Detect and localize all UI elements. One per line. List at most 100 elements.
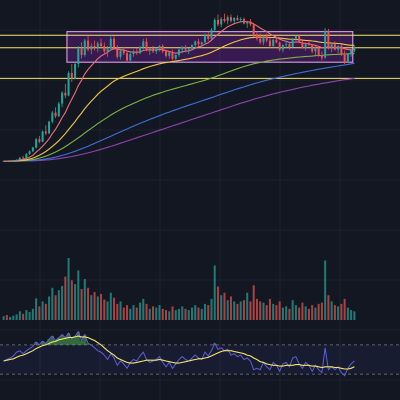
candle-body: [226, 17, 229, 21]
volume-bar: [103, 299, 106, 320]
volume-bar: [184, 308, 187, 320]
volume-bar: [38, 306, 41, 320]
volume-bar: [239, 301, 242, 320]
volume-bar: [353, 311, 356, 320]
candle-body: [174, 55, 177, 59]
candle-body: [242, 19, 245, 24]
volume-pane: [2, 258, 356, 320]
volume-bar: [129, 308, 132, 320]
ma-200-line: [3, 62, 355, 162]
volume-bar: [246, 292, 249, 320]
candle-body: [113, 38, 116, 48]
candle-body: [337, 46, 340, 50]
candle-body: [294, 36, 297, 39]
candle-body: [70, 73, 73, 79]
candle-body: [203, 35, 206, 43]
candle-body: [135, 51, 138, 54]
candle-body: [132, 51, 135, 55]
candle-body: [77, 48, 80, 64]
volume-bar: [333, 305, 336, 320]
volume-bar: [262, 302, 265, 320]
candle-body: [281, 45, 284, 50]
volume-bar: [216, 286, 219, 320]
candle-body: [126, 53, 129, 61]
volume-bar: [252, 285, 255, 320]
ma-long-line: [3, 77, 355, 162]
volume-bar: [9, 316, 12, 320]
candle-body: [233, 18, 236, 21]
candle-body: [54, 112, 57, 117]
candle-body: [190, 45, 193, 49]
volume-bar: [22, 313, 25, 320]
volume-bar: [54, 295, 57, 320]
volume-bar: [145, 303, 148, 320]
candle-body: [353, 46, 356, 51]
volume-bar: [177, 308, 181, 320]
candle-body: [74, 64, 77, 79]
candle-body: [18, 157, 21, 160]
candle-body: [285, 44, 288, 46]
volume-bar: [220, 295, 223, 320]
volume-bar: [57, 290, 60, 320]
volume-bar: [324, 260, 327, 320]
volume-bar: [265, 305, 268, 320]
candle-body: [343, 55, 346, 62]
candle-body: [194, 41, 197, 46]
volume-bar: [152, 306, 155, 320]
volume-bar: [272, 303, 275, 320]
candle-body: [207, 35, 210, 39]
candle-body: [145, 41, 148, 50]
volume-bar: [291, 300, 294, 320]
candle-body: [346, 54, 349, 62]
volume-bar: [171, 306, 174, 320]
candle-body: [35, 139, 38, 148]
volume-bar: [190, 307, 193, 320]
volume-bar: [301, 302, 304, 320]
candle-body: [311, 45, 314, 52]
candle-body: [317, 47, 320, 55]
volume-bar: [96, 296, 99, 320]
candle-body: [109, 38, 112, 49]
candle-body: [165, 51, 168, 56]
volume-bar: [317, 303, 320, 320]
candles: [2, 13, 356, 162]
candle-body: [223, 19, 226, 21]
volume-bar: [90, 295, 93, 320]
candle-body: [28, 151, 31, 154]
candle-body: [210, 29, 213, 39]
candle-body: [197, 41, 200, 45]
candle-body: [152, 48, 155, 52]
volume-bar: [113, 297, 116, 320]
volume-bar: [213, 265, 216, 320]
volume-bar: [229, 296, 232, 320]
candle-body: [25, 154, 28, 159]
volume-bar: [12, 315, 15, 320]
volume-bar: [119, 301, 122, 320]
candle-body: [5, 160, 8, 162]
volume-bar: [223, 292, 226, 320]
candle-body: [12, 160, 15, 162]
candle-body: [106, 48, 109, 52]
volume-bar: [126, 305, 129, 320]
volume-bar: [168, 311, 171, 320]
candle-body: [187, 48, 190, 50]
candle-body: [314, 47, 317, 52]
candle-body: [44, 131, 47, 134]
candle-body: [83, 40, 86, 55]
volume-bar: [350, 310, 353, 320]
volume-bar: [259, 301, 262, 320]
candle-body: [158, 46, 161, 49]
volume-bar: [249, 301, 252, 320]
candle-body: [67, 73, 70, 96]
candle-body: [177, 49, 181, 55]
candle-body: [333, 44, 336, 50]
volume-bar: [18, 311, 21, 320]
candle-body: [246, 21, 249, 24]
volume-bar: [48, 296, 51, 320]
volume-bar: [109, 292, 112, 320]
volume-bar: [2, 316, 5, 320]
volume-bar: [203, 303, 206, 320]
volume-bar: [25, 310, 28, 320]
volume-bar: [77, 270, 80, 320]
